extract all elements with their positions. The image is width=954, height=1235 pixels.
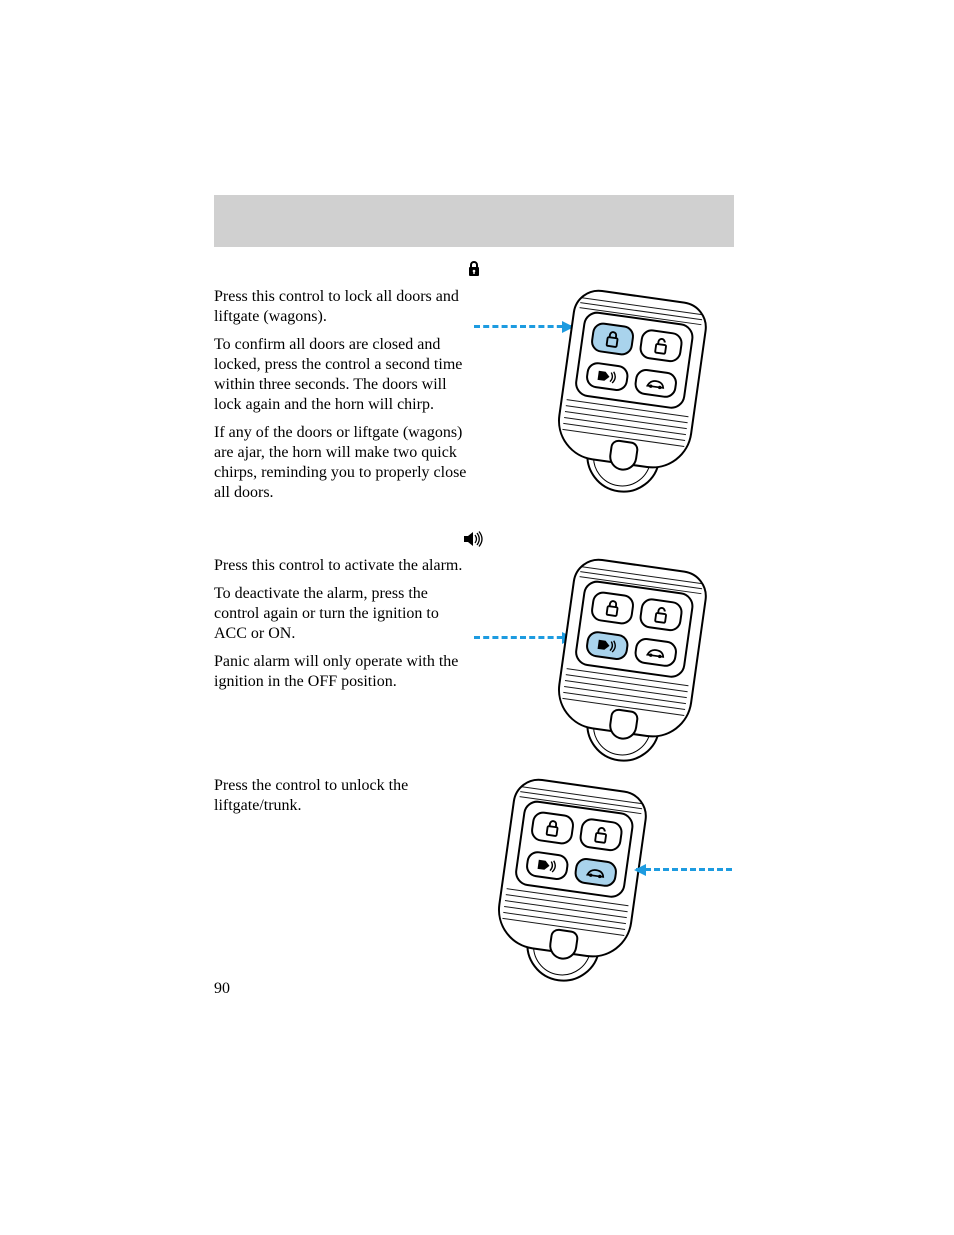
section-trunk: Press the control to unlock the liftgate… bbox=[214, 776, 734, 976]
arrow-to-lock-btn bbox=[474, 325, 572, 328]
remote-panic-button bbox=[585, 630, 630, 662]
arrow-to-panic-btn bbox=[474, 636, 572, 639]
para: If any of the doors or liftgate (wagons)… bbox=[214, 423, 474, 503]
remote-trunk-button bbox=[633, 637, 678, 669]
para: Press this control to lock all doors and… bbox=[214, 287, 474, 327]
remote-panic-button bbox=[585, 361, 630, 393]
remote-figure-lock bbox=[474, 287, 734, 487]
remote-figure-trunk bbox=[474, 776, 734, 976]
para: To deactivate the alarm, press the contr… bbox=[214, 584, 474, 644]
remote-panic-button bbox=[525, 850, 570, 882]
para: To confirm all doors are closed and lock… bbox=[214, 335, 474, 415]
section-lock: Press this control to lock all doors and… bbox=[214, 287, 734, 511]
page-number: 90 bbox=[214, 980, 230, 998]
remote-lock-button bbox=[590, 590, 636, 626]
para: Press this control to activate the alarm… bbox=[214, 556, 474, 576]
para: Panic alarm will only operate with the i… bbox=[214, 652, 474, 692]
arrow-to-trunk-btn bbox=[636, 868, 732, 871]
remote-unlock-button bbox=[638, 597, 684, 633]
header-band bbox=[214, 195, 734, 247]
sound-icon bbox=[214, 531, 734, 552]
remote-trunk-button bbox=[573, 857, 618, 889]
remote-unlock-button bbox=[578, 817, 624, 853]
para: Press the control to unlock the liftgate… bbox=[214, 776, 474, 816]
lock-icon bbox=[214, 260, 734, 283]
remote-unlock-button bbox=[638, 328, 684, 364]
remote-figure-panic bbox=[474, 556, 734, 756]
page-content: Press this control to lock all doors and… bbox=[214, 260, 734, 996]
section-panic: Press this control to activate the alarm… bbox=[214, 556, 734, 756]
remote-lock-button bbox=[530, 810, 576, 846]
remote-lock-button bbox=[590, 321, 636, 357]
remote-trunk-button bbox=[633, 368, 678, 400]
